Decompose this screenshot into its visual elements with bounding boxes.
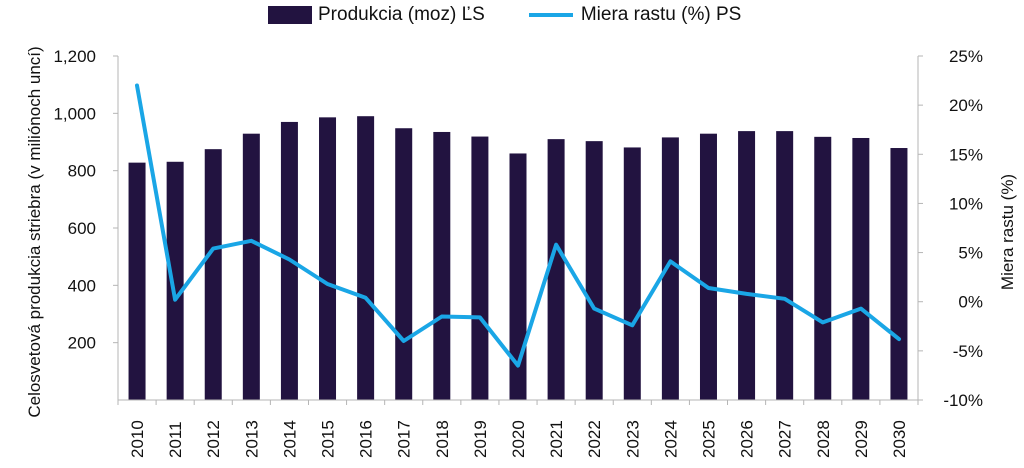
growth-point-2018 [440, 314, 444, 318]
bar-2021 [547, 139, 565, 400]
legend-label-growth: Miera rastu (%) PS [580, 4, 742, 25]
x-axis-tick-label: 2030 [890, 420, 909, 458]
x-axis-tick-label: 2023 [623, 420, 642, 458]
growth-point-2023 [630, 323, 634, 327]
legend-swatch-growth [528, 13, 573, 17]
bar-2011 [166, 161, 184, 400]
growth-point-2030 [897, 337, 901, 341]
right-axis-tick-label: 0% [958, 293, 983, 312]
bar-2023 [623, 147, 641, 400]
growth-point-2010 [135, 83, 139, 87]
x-axis-tick-label: 2026 [738, 420, 757, 458]
bar-2026 [738, 131, 756, 400]
growth-point-2014 [287, 257, 291, 261]
right-axis-tick-label: 20% [949, 96, 983, 115]
chart-legend: Produkcia (moz) ĽS Miera rastu (%) PS [268, 4, 741, 26]
x-axis-tick-label: 2024 [661, 420, 680, 458]
left-axis-tick-label: 800 [68, 162, 96, 181]
legend-swatch-production [268, 6, 312, 24]
left-axis-tick-label: 400 [68, 276, 96, 295]
right-axis-tick-label: 5% [958, 244, 983, 263]
x-axis-tick-label: 2022 [585, 420, 604, 458]
bar-series [128, 116, 908, 401]
growth-point-2020 [516, 364, 520, 368]
bar-2028 [814, 136, 832, 400]
bar-2018 [433, 131, 451, 400]
growth-point-2012 [211, 247, 215, 251]
right-axis-tick-label: 15% [949, 145, 983, 164]
x-axis-tick-label: 2028 [814, 420, 833, 458]
x-axis-tick-label: 2029 [852, 420, 871, 458]
right-axis-tick-label: -10% [943, 391, 983, 410]
left-axis-tick-label: 200 [68, 334, 96, 353]
bar-2010 [128, 162, 146, 400]
x-axis-tick-label: 2019 [471, 420, 490, 458]
legend-item-growth: Miera rastu (%) PS [485, 4, 741, 26]
left-axis: 200 400 600 800 1,000 1,200 [53, 47, 119, 400]
bar-2029 [852, 137, 870, 400]
growth-point-2013 [249, 239, 253, 243]
bar-2016 [357, 116, 375, 400]
x-axis-tick-label: 2018 [433, 420, 452, 458]
growth-point-2021 [554, 243, 558, 247]
growth-point-2029 [859, 307, 863, 311]
bar-2019 [471, 136, 489, 400]
bar-2020 [509, 153, 527, 400]
left-axis-tick-label: 1,200 [53, 47, 96, 66]
x-axis-tick-label: 2027 [776, 420, 795, 458]
bar-2012 [204, 149, 222, 400]
x-axis-tick-label: 2014 [280, 420, 299, 458]
x-axis-tick-label: 2011 [166, 421, 185, 458]
growth-point-2022 [592, 307, 596, 311]
bar-2015 [319, 117, 337, 400]
x-axis-tick-label: 2013 [242, 420, 261, 458]
bar-2013 [242, 133, 260, 401]
legend-item-production: Produkcia (moz) ĽS [268, 4, 485, 26]
bar-2017 [395, 128, 413, 401]
bar-2030 [890, 148, 908, 400]
growth-point-2025 [706, 286, 710, 290]
bar-2022 [585, 141, 603, 400]
bar-2025 [699, 133, 717, 401]
legend-label-production: Produkcia (moz) ĽS [318, 4, 485, 25]
left-axis-tick-label: 1,000 [53, 104, 96, 123]
growth-point-2028 [821, 320, 825, 324]
x-axis-tick-label: 2015 [319, 420, 338, 458]
right-axis: -10% -5% 0% 5% 10% 15% 20% 25% [917, 47, 983, 410]
growth-point-2019 [478, 315, 482, 319]
growth-point-2011 [173, 298, 177, 302]
line-series [135, 83, 901, 368]
growth-point-2027 [783, 297, 787, 301]
x-axis-tick-label: 2010 [128, 420, 147, 458]
growth-point-2017 [402, 339, 406, 343]
x-axis-tick-label: 2021 [547, 420, 566, 458]
right-axis-tick-label: 10% [949, 194, 983, 213]
growth-point-2026 [745, 292, 749, 296]
right-axis-tick-label: 25% [949, 47, 983, 66]
bar-2024 [661, 137, 679, 400]
x-axis-tick-label: 2017 [395, 420, 414, 458]
bar-2027 [776, 131, 794, 400]
left-axis-tick-label: 600 [68, 219, 96, 238]
growth-point-2015 [326, 282, 330, 286]
x-axis-tick-label: 2020 [509, 420, 528, 458]
x-axis-tick-label: 2012 [204, 420, 223, 458]
right-axis-tick-label: -5% [953, 342, 983, 361]
x-axis: 2010 2011 2012 2013 2014 2015 2016 2017 2018 2019… [117, 399, 919, 458]
x-axis-tick-label: 2016 [357, 420, 376, 458]
growth-point-2016 [364, 296, 368, 300]
y-axis-title: Celosvetová produkcia striebra (v milión… [25, 46, 44, 417]
y2-axis-title: Miera rastu (%) [998, 174, 1017, 290]
growth-point-2024 [668, 259, 672, 263]
x-axis-tick-label: 2025 [699, 420, 718, 458]
